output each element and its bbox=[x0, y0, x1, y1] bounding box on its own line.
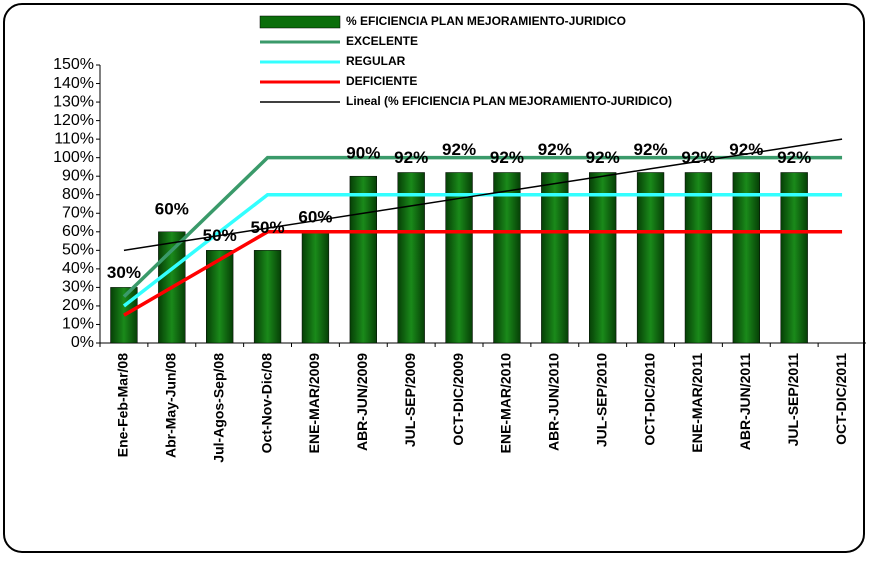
line bbox=[123, 230, 843, 317]
data-label: 92% bbox=[586, 148, 620, 167]
y-tick-label: 100% bbox=[53, 149, 94, 166]
x-tick-label: Ene-Feb-Mar/08 bbox=[115, 353, 131, 457]
x-tick-label: OCT-DIC/2010 bbox=[641, 353, 657, 446]
y-tick-label: 90% bbox=[62, 167, 94, 184]
x-tick-label: ABR-JUN/2009 bbox=[354, 353, 370, 451]
bar bbox=[493, 172, 521, 344]
legend-label: EXCELENTE bbox=[346, 34, 418, 48]
data-label: 92% bbox=[634, 140, 668, 159]
x-tick-label: JUL-SEP/2011 bbox=[785, 353, 801, 447]
x-tick-label: Jul-Agos-Sep/08 bbox=[210, 353, 226, 463]
data-label: 92% bbox=[538, 140, 572, 159]
x-tick-label: ENE-MAR/2009 bbox=[306, 353, 322, 454]
legend-label: REGULAR bbox=[346, 54, 406, 68]
x-tick-label: Oct-Nov-Dic/08 bbox=[258, 353, 274, 454]
x-tick-label: Abr-May-Jun/08 bbox=[163, 353, 179, 458]
data-label: 30% bbox=[107, 263, 141, 282]
bar bbox=[636, 172, 665, 344]
y-tick-label: 50% bbox=[62, 242, 94, 259]
bar bbox=[397, 172, 425, 344]
x-tick-label: OCT-DIC/2011 bbox=[833, 353, 849, 445]
y-tick-label: 70% bbox=[62, 204, 94, 221]
data-label: 60% bbox=[155, 199, 189, 218]
y-tick-label: 40% bbox=[62, 260, 94, 277]
data-label: 92% bbox=[490, 148, 524, 167]
bar bbox=[445, 172, 473, 344]
data-label: 92% bbox=[777, 148, 811, 167]
y-tick-label: 110% bbox=[54, 130, 94, 147]
y-tick-label: 120% bbox=[53, 112, 94, 129]
data-label: 92% bbox=[394, 148, 428, 167]
legend-swatch bbox=[259, 15, 341, 29]
data-label: 92% bbox=[681, 148, 715, 167]
bar bbox=[301, 231, 330, 344]
frame bbox=[3, 3, 865, 553]
legend-label: DEFICIENTE bbox=[346, 74, 417, 88]
bar bbox=[349, 175, 377, 344]
data-label: 90% bbox=[346, 144, 380, 163]
y-tick-label: 130% bbox=[53, 93, 94, 110]
data-label: 50% bbox=[251, 218, 285, 237]
bar bbox=[541, 172, 569, 344]
y-tick-label: 150% bbox=[53, 56, 94, 73]
bar bbox=[589, 172, 617, 344]
x-tick-label: ENE-MAR/2011 bbox=[689, 353, 705, 453]
y-tick-label: 80% bbox=[62, 186, 94, 203]
legend-label: % EFICIENCIA PLAN MEJORAMIENTO-JURIDICO bbox=[346, 14, 626, 28]
bar bbox=[253, 250, 282, 344]
y-tick-label: 30% bbox=[62, 279, 94, 296]
bar bbox=[780, 172, 808, 344]
x-tick-label: OCT-DIC/2009 bbox=[450, 353, 466, 446]
x-tick-label: JUL-SEP/2009 bbox=[402, 353, 418, 447]
y-tick-label: 60% bbox=[62, 223, 94, 240]
data-label: 92% bbox=[442, 140, 476, 159]
y-tick-label: 10% bbox=[62, 316, 94, 333]
y-tick-label: 20% bbox=[62, 297, 94, 314]
data-label: 60% bbox=[298, 207, 332, 226]
legend-label: Lineal (% EFICIENCIA PLAN MEJORAMIENTO-J… bbox=[346, 94, 672, 108]
data-label: 92% bbox=[729, 140, 763, 159]
x-tick-label: ENE-MAR/2010 bbox=[498, 353, 514, 454]
x-tick-label: JUL-SEP/2010 bbox=[593, 353, 609, 447]
bar bbox=[684, 172, 713, 344]
bar bbox=[732, 172, 760, 344]
line bbox=[123, 138, 843, 252]
x-tick-label: ABR-JUN/2011 bbox=[737, 353, 753, 450]
y-tick-label: 0% bbox=[71, 334, 94, 351]
y-tick-label: 140% bbox=[53, 75, 94, 92]
x-tick-label: ABR-JUN/2010 bbox=[546, 353, 562, 451]
data-label: 50% bbox=[203, 226, 237, 245]
